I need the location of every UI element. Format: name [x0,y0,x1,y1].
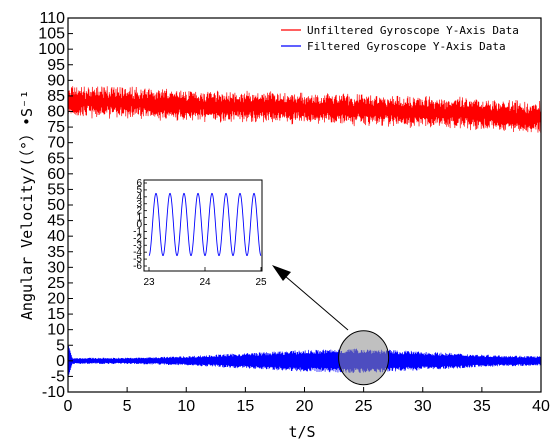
y-tick-label: 85 [47,88,65,105]
inset-y-tick-label: -2 [133,233,142,244]
series-line-filtered [67,343,542,377]
inset-y-tick-label: -3 [133,240,142,251]
inset-y-tick-label: 6 [136,178,142,189]
y-tick-label: 70 [47,135,65,152]
inset-series-line [148,192,262,257]
y-tick-label: 5 [56,337,65,354]
series-layer [67,86,542,377]
inset-x-tick-label: 25 [255,277,267,288]
inset-x-tick-label: 24 [199,277,211,288]
highlight-circle [338,330,390,386]
x-tick-label: 40 [532,398,550,415]
y-axis-label: Angular Velocity/(（°）•S⁻¹ [18,90,36,320]
x-tick-label: 20 [296,398,314,415]
inset-series-layer [148,192,262,257]
y-tick-label: 15 [47,306,65,323]
y-tick-label: 40 [47,228,65,245]
x-tick-label: 25 [355,398,373,415]
y-tick-label: -10 [42,384,65,401]
y-tick-label: 60 [47,166,65,183]
inset-y-tick-label: 4 [136,192,142,203]
inset-y-tick-label: -1 [133,226,142,237]
x-tick-label: 35 [473,398,491,415]
zoom-arrow-head [272,265,291,281]
y-tick-label: 25 [47,275,65,292]
x-tick-label: 15 [236,398,254,415]
x-axis-label: t/S [288,423,315,441]
inset-y-tick-label: 3 [136,199,142,210]
y-tick-label: 90 [47,72,65,89]
inset-y-tick-label: 0 [136,220,142,231]
y-tick-label: 100 [38,41,65,58]
y-tick-label: 35 [47,244,65,261]
legend-label-filtered: Filtered Gyroscope Y-Axis Data [307,40,506,53]
y-tick-label: 65 [47,150,65,167]
y-tick-label: 110 [39,10,65,27]
y-tick-label: 20 [47,291,65,308]
legend-label-unfiltered: Unfiltered Gyroscope Y-Axis Data [307,24,519,37]
x-tick-label: 0 [64,398,73,415]
zoom-arrow-line [284,275,349,331]
inset-y-tick-label: -4 [133,247,142,258]
y-tick-label: 75 [47,119,65,136]
inset-y-tick-label: 2 [136,206,142,217]
inset-background [143,179,263,272]
inset-x-tick-label: 23 [143,277,155,288]
y-tick-label: 50 [47,197,65,214]
y-tick-label: 95 [47,57,65,74]
y-tick-label: 55 [47,181,65,198]
x-tick-label: 10 [177,398,195,415]
y-tick-label: 80 [47,104,65,121]
inset-y-tick-label: 5 [136,185,142,196]
series-line-unfiltered [67,86,542,133]
inset-y-tick-label: -6 [133,261,142,272]
y-tick-label: 45 [47,213,65,230]
y-tick-label: 0 [56,353,65,370]
ticks-layer: 0 5 10 15 20 25 30 35 40-10-50510152025303540455… [38,10,550,415]
inset-y-tick-label: 1 [136,213,142,224]
inset-y-tick-label: -5 [133,254,142,265]
legend: Unfiltered Gyroscope Y-Axis Data Filtere… [281,24,519,53]
y-tick-label: 10 [47,322,65,339]
x-tick-label: 30 [414,398,432,415]
y-tick-label: 30 [47,259,65,276]
y-tick-label: -5 [51,368,65,385]
y-tick-label: 105 [38,26,65,43]
x-tick-label: 5 [123,398,132,415]
